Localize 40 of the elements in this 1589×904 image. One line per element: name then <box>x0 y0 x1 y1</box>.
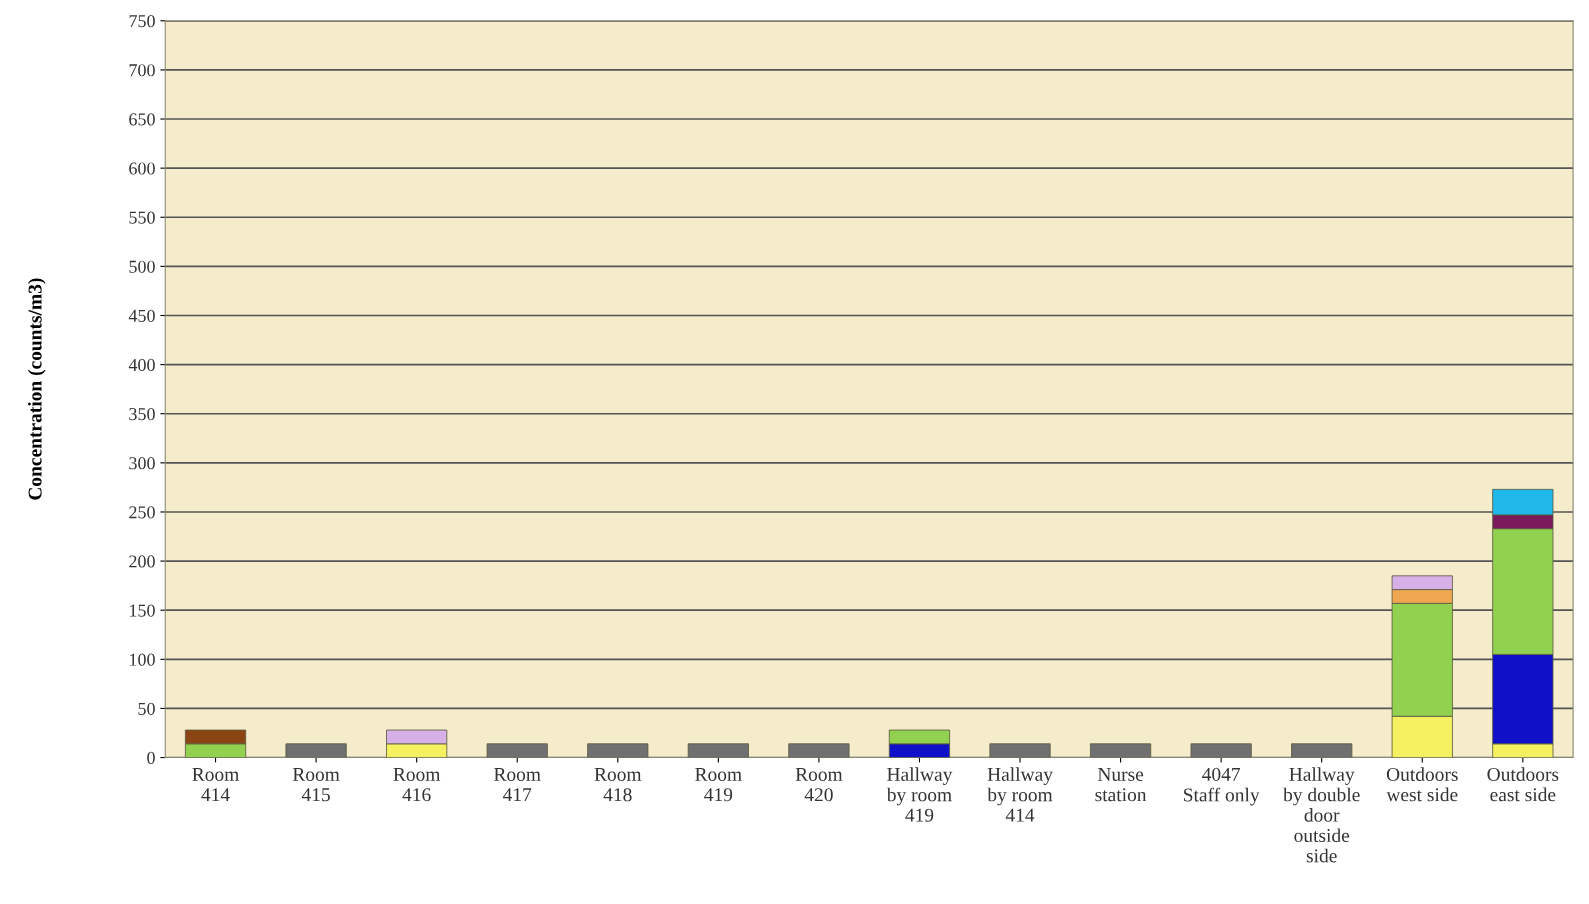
x-tick-label: Room 420 <box>795 768 843 802</box>
x-tick-label: Room 418 <box>594 768 642 802</box>
y-tick-label: 750 <box>129 15 155 28</box>
y-tick-label: 550 <box>129 211 155 224</box>
y-tick-label: 100 <box>130 653 155 666</box>
bar <box>285 743 347 758</box>
bar <box>1090 743 1152 758</box>
x-tick-label: Hallway by double door outside side <box>1283 767 1360 863</box>
y-tick-label: 700 <box>129 64 155 77</box>
x-tick-label: Nurse station <box>1095 768 1147 802</box>
x-tick-label: Outdoors west side <box>1386 767 1458 802</box>
x-tick-label: Room 417 <box>494 768 541 802</box>
y-tick-label: 350 <box>129 407 155 421</box>
y-tick-label: 250 <box>129 506 155 519</box>
x-tick-label: Hallway by room 419 <box>886 767 953 822</box>
bar <box>989 743 1051 758</box>
y-tick-label: 500 <box>129 260 155 273</box>
y-tick-label: 300 <box>129 457 155 470</box>
bar <box>687 743 749 758</box>
x-tick-label: Room 415 <box>292 768 340 802</box>
x-tick-label: Hallway by room 414 <box>987 767 1053 822</box>
y-tick-label: 150 <box>130 604 155 617</box>
bar <box>788 743 850 758</box>
bar <box>587 743 649 758</box>
bar <box>1190 743 1252 758</box>
x-tick-label: 4047 Staff only <box>1184 767 1260 806</box>
bar <box>1291 743 1353 758</box>
y-tick-label: 600 <box>129 162 155 175</box>
y-tick-label: 400 <box>128 358 155 372</box>
y-tick-label: 650 <box>129 113 155 126</box>
x-tick-label: Room 416 <box>393 768 441 802</box>
x-tick-label: Room 419 <box>695 768 742 802</box>
x-tick-label: Outdoors east side <box>1487 767 1559 802</box>
y-tick-label: 0 <box>147 751 155 764</box>
y-tick-label: 200 <box>129 555 155 568</box>
y-axis-title: Concentration (counts/m3) <box>27 278 46 500</box>
y-tick-label: 450 <box>128 309 155 322</box>
y-tick-label: 50 <box>138 702 155 715</box>
x-tick-label: Room 414 <box>192 768 239 802</box>
bar <box>486 743 548 758</box>
